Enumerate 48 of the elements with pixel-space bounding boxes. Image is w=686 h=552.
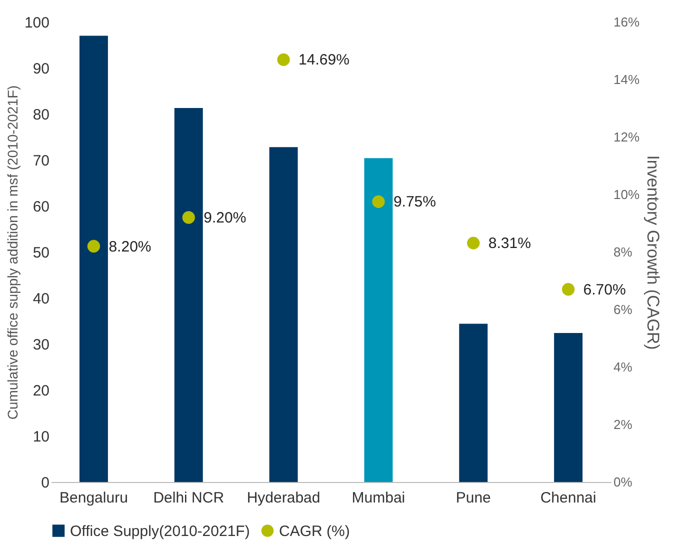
x-tick-label: Pune bbox=[456, 490, 491, 506]
data-label: 8.31% bbox=[488, 235, 531, 252]
bar bbox=[269, 147, 298, 482]
bar bbox=[174, 108, 203, 482]
x-tick-label: Bengaluru bbox=[60, 490, 128, 506]
y-tick-label: 90 bbox=[32, 60, 50, 78]
y2-tick-label: 6% bbox=[614, 302, 633, 317]
y-tick-label: 50 bbox=[32, 244, 50, 262]
legend-label: CAGR (%) bbox=[279, 522, 350, 540]
bar bbox=[459, 324, 488, 482]
point bbox=[277, 53, 290, 66]
bar bbox=[554, 332, 583, 482]
point bbox=[372, 195, 385, 208]
data-label: 6.70% bbox=[583, 281, 626, 298]
y2-tick-label: 4% bbox=[614, 360, 633, 374]
y2-tick-label: 2% bbox=[614, 417, 633, 432]
point bbox=[467, 236, 480, 250]
y-tick-label: 0 bbox=[41, 474, 50, 492]
point bbox=[182, 211, 195, 224]
y2-tick-label: 12% bbox=[614, 130, 640, 144]
point bbox=[87, 240, 100, 253]
x-tick-label: Mumbai bbox=[352, 490, 406, 506]
y-axis-title: Cumulative office supply addition in msf (2010-2021F) bbox=[4, 85, 20, 420]
data-label: 9.75% bbox=[393, 194, 436, 211]
bar bbox=[79, 36, 108, 482]
x-tick-label: Hyderabad bbox=[246, 490, 320, 506]
y-tick-label: 100 bbox=[24, 14, 50, 32]
y2-axis-title: Inventory Growth (CAGR) bbox=[644, 155, 663, 350]
legend-label: Office Supply(2010-2021F) bbox=[70, 522, 250, 540]
y-tick-label: 30 bbox=[32, 336, 50, 354]
data-label: 14.69% bbox=[298, 52, 350, 69]
x-tick-label: Delhi NCR bbox=[153, 490, 224, 506]
x-tick-label: Chennai bbox=[540, 490, 596, 506]
y-tick-label: 70 bbox=[32, 152, 50, 170]
data-label: 9.20% bbox=[204, 210, 246, 226]
y-tick-label: 60 bbox=[32, 198, 50, 216]
y2-tick-label: 8% bbox=[614, 244, 633, 260]
y-tick-label: 80 bbox=[32, 106, 50, 124]
y2-tick-label: 14% bbox=[614, 72, 640, 87]
data-label: 8.20% bbox=[108, 238, 152, 256]
y2-tick-label: 16% bbox=[614, 14, 640, 30]
y2-tick-label: 10% bbox=[614, 187, 640, 202]
bar bbox=[364, 158, 393, 482]
y2-tick-label: 0% bbox=[614, 474, 633, 490]
point bbox=[562, 283, 575, 296]
y-tick-label: 10 bbox=[32, 428, 50, 446]
y-tick-label: 20 bbox=[32, 382, 50, 400]
y-tick-label: 40 bbox=[32, 290, 50, 308]
